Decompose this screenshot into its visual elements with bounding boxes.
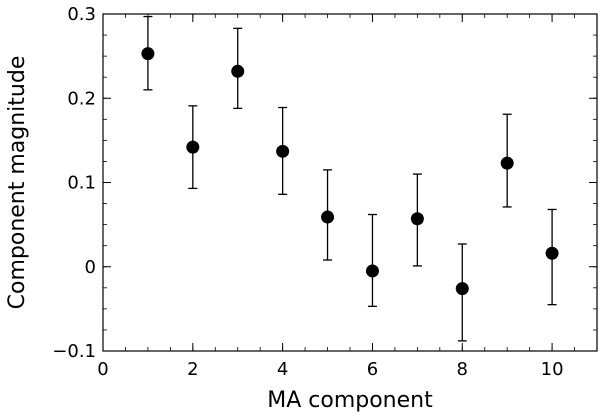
y-axis-label: Component magnitude	[5, 56, 30, 310]
x-tick-label: 0	[97, 359, 108, 380]
x-tick-label: 6	[367, 359, 378, 380]
tick-labels: 0 2 4 6 8 10−0.100.10.20.3	[52, 4, 563, 380]
data-point	[276, 144, 290, 158]
y-tick-label: 0	[85, 257, 96, 278]
data-point	[455, 282, 469, 296]
data-point	[365, 264, 379, 278]
data-point	[231, 64, 245, 78]
data-point	[545, 246, 559, 260]
major-ticks	[102, 13, 597, 352]
y-tick-label: −0.1	[52, 341, 96, 362]
data-point	[410, 212, 424, 226]
data-points	[141, 47, 559, 296]
data-point	[321, 210, 335, 224]
y-tick-label: 0.1	[67, 173, 96, 194]
minor-ticks	[102, 13, 598, 352]
x-axis-label: MA component	[267, 388, 433, 413]
data-point	[141, 47, 155, 61]
x-tick-label: 4	[277, 359, 288, 380]
data-point	[186, 140, 200, 154]
error-bars	[143, 15, 557, 342]
y-tick-label: 0.2	[67, 88, 96, 109]
x-tick-label: 8	[457, 359, 468, 380]
y-tick-label: 0.3	[67, 4, 96, 25]
data-point	[500, 156, 514, 170]
plot-frame	[102, 13, 598, 352]
x-tick-label: 10	[541, 359, 564, 380]
x-tick-label: 2	[187, 359, 198, 380]
